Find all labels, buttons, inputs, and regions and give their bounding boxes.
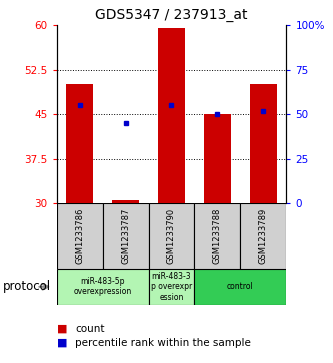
- Bar: [194, 269, 286, 305]
- Bar: [57, 203, 103, 269]
- Text: ■: ■: [57, 323, 67, 334]
- Bar: [57, 269, 149, 305]
- Text: ■: ■: [57, 338, 67, 348]
- Bar: [112, 200, 139, 203]
- Text: miR-483-3
p overexpr
ession: miR-483-3 p overexpr ession: [151, 272, 192, 302]
- Bar: [204, 114, 231, 203]
- Bar: [66, 83, 93, 203]
- Bar: [149, 203, 194, 269]
- Text: GSM1233790: GSM1233790: [167, 208, 176, 264]
- Bar: [103, 203, 149, 269]
- Text: GSM1233789: GSM1233789: [259, 208, 268, 264]
- Text: GSM1233786: GSM1233786: [75, 208, 84, 264]
- Text: control: control: [227, 282, 254, 291]
- Text: count: count: [75, 323, 105, 334]
- Bar: [149, 269, 194, 305]
- Text: GSM1233787: GSM1233787: [121, 208, 130, 264]
- Text: miR-483-5p
overexpression: miR-483-5p overexpression: [74, 277, 132, 297]
- Bar: [240, 203, 286, 269]
- Bar: [194, 203, 240, 269]
- Text: percentile rank within the sample: percentile rank within the sample: [75, 338, 251, 348]
- Text: GSM1233788: GSM1233788: [213, 208, 222, 264]
- Text: protocol: protocol: [3, 280, 52, 293]
- Bar: [158, 28, 185, 203]
- Bar: [250, 83, 277, 203]
- Title: GDS5347 / 237913_at: GDS5347 / 237913_at: [95, 8, 248, 22]
